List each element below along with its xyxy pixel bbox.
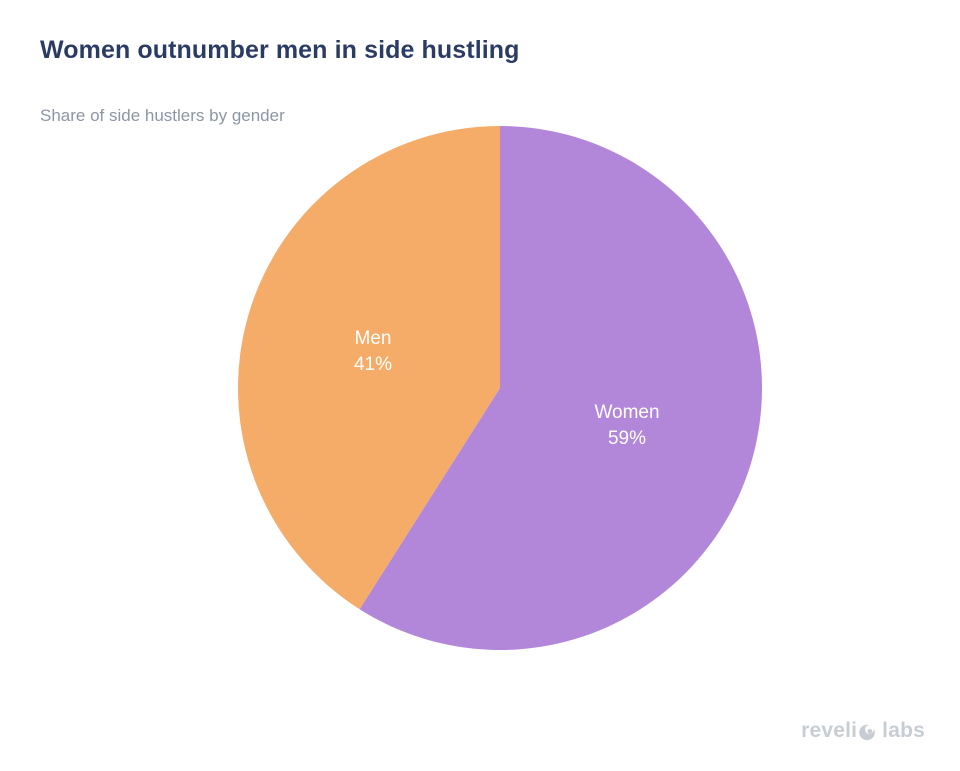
logo-text-reveli: reveli: [801, 719, 858, 742]
logo-text-labs: labs: [882, 719, 925, 742]
pie-slice-men: [238, 126, 500, 610]
pie-slice-women: [359, 126, 762, 650]
pie-svg: [238, 126, 762, 650]
chart-subtitle: Share of side hustlers by gender: [40, 106, 285, 125]
pie-chart: Men 41% Women 59%: [238, 126, 762, 650]
revelio-o-icon: [858, 723, 876, 741]
chart-title: Women outnumber men in side hustling: [40, 36, 520, 64]
revelio-labs-logo: reveli labs: [801, 719, 925, 743]
